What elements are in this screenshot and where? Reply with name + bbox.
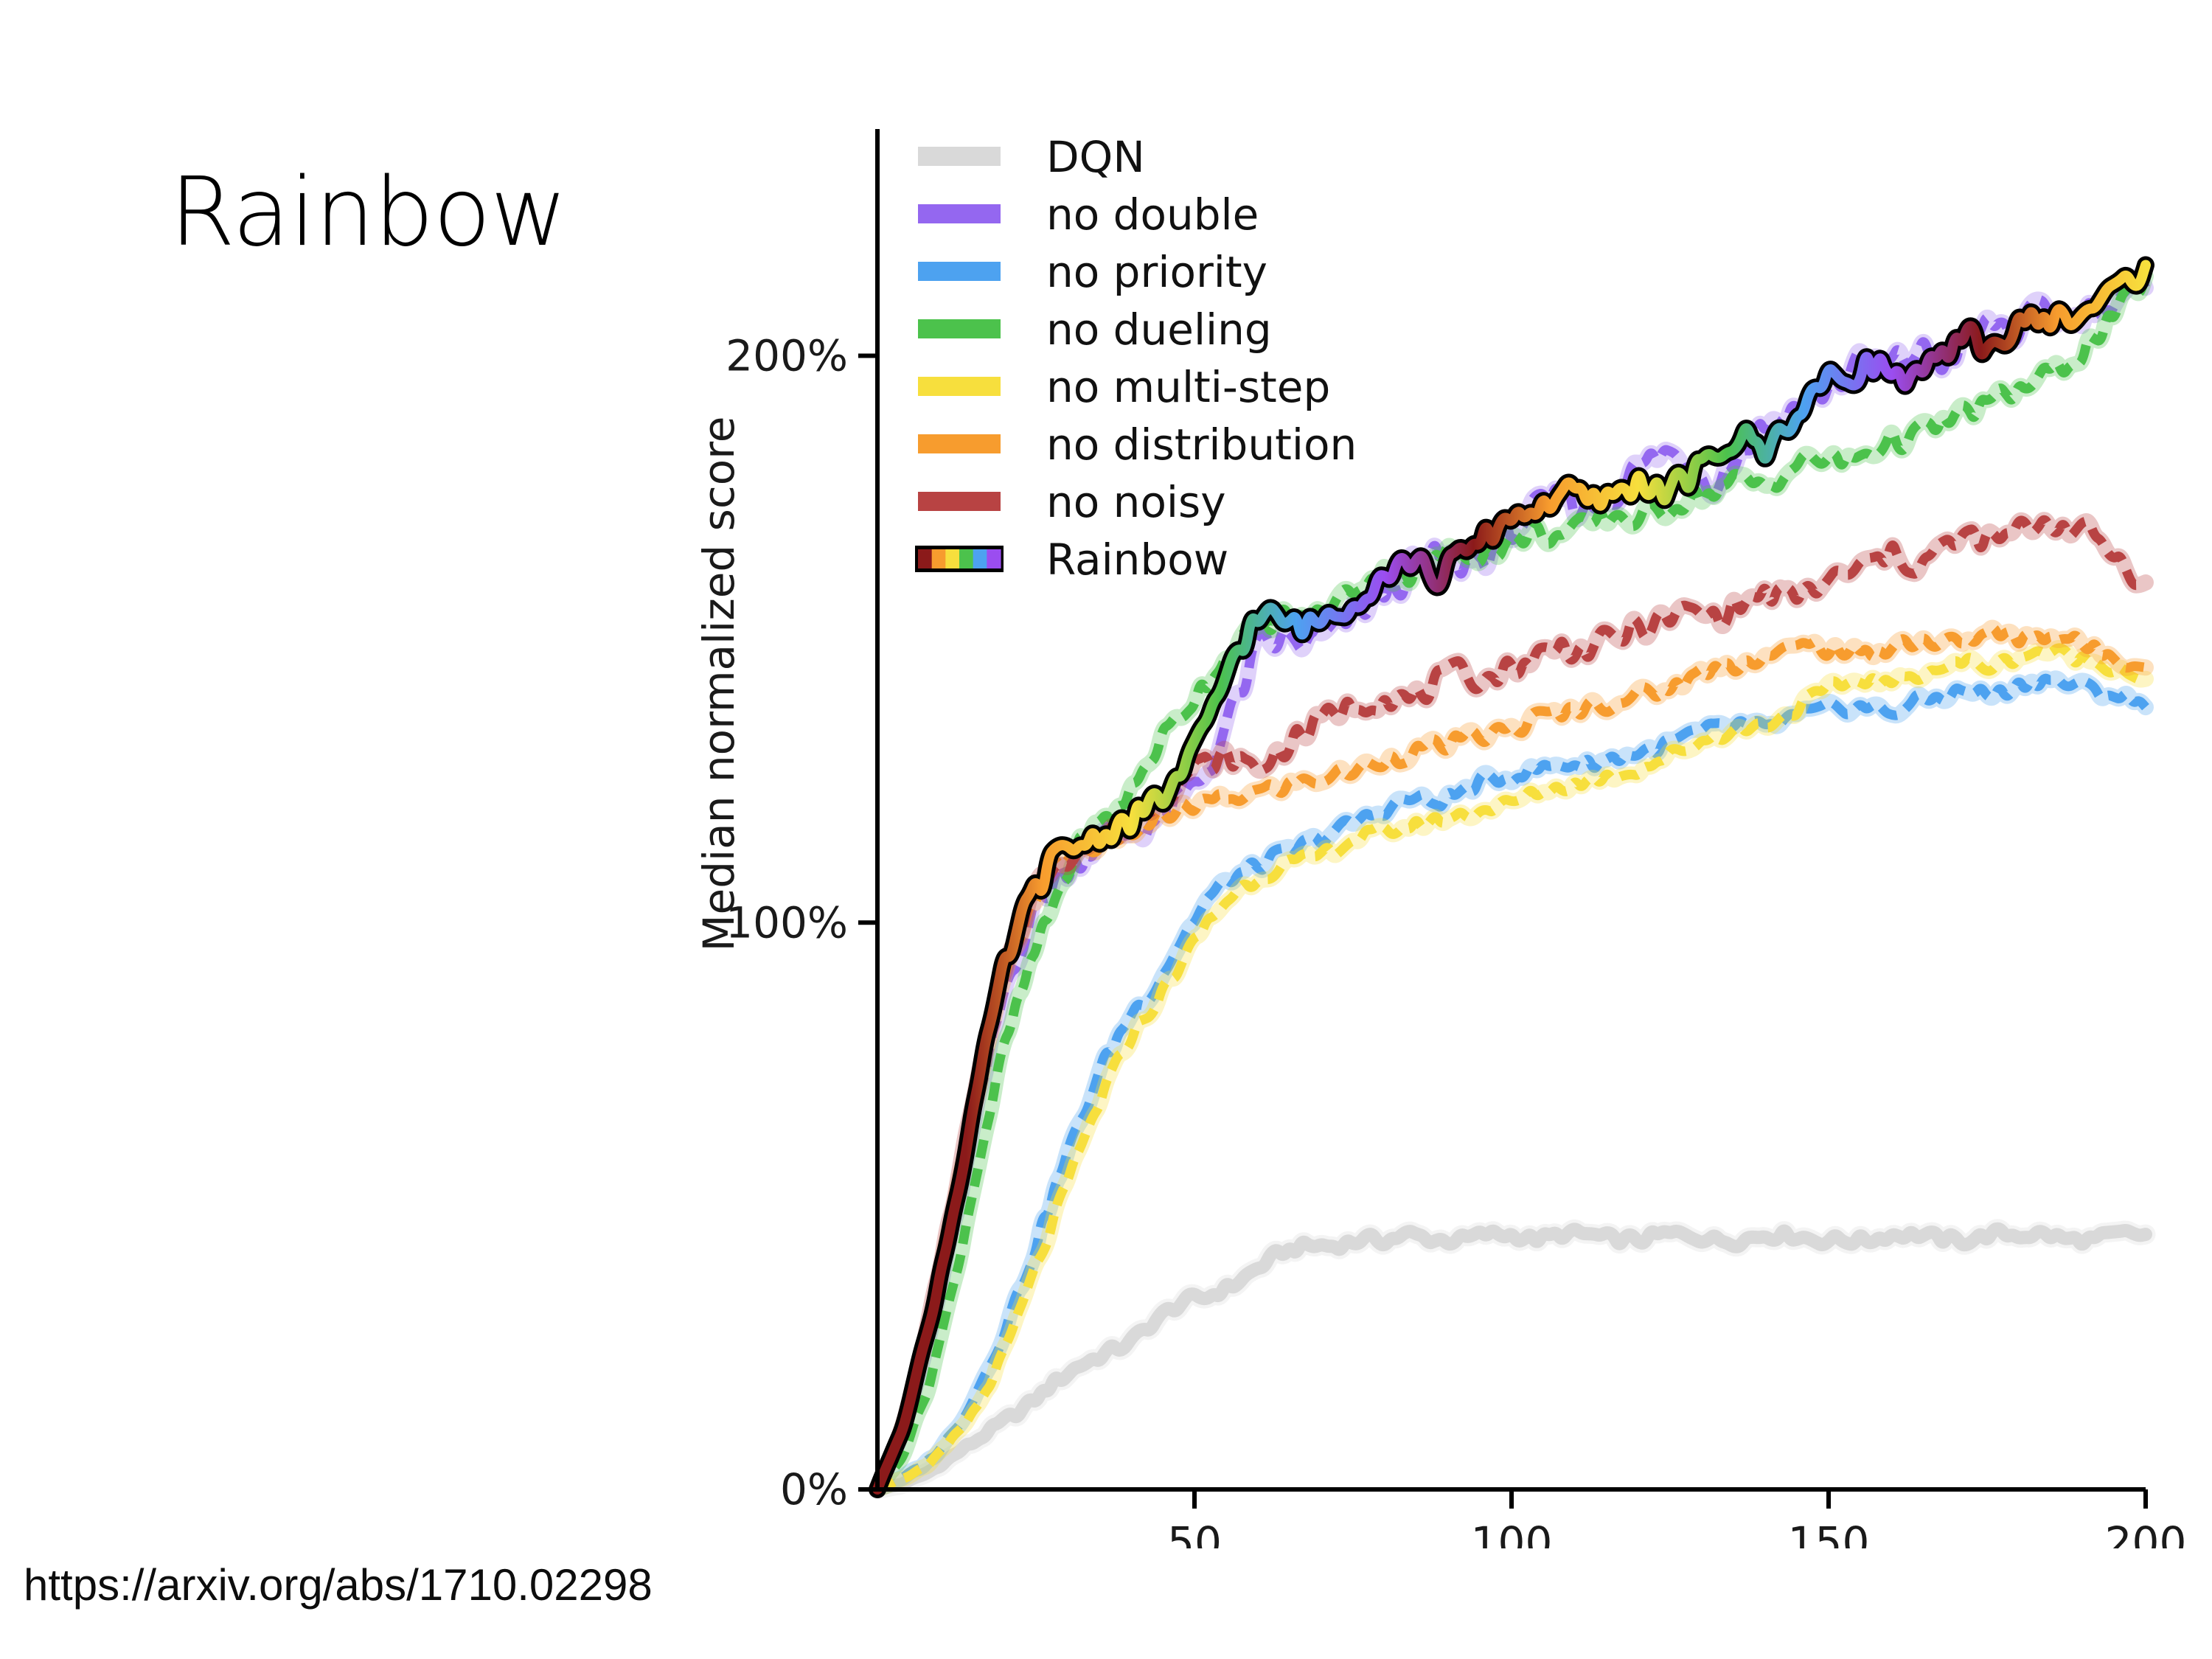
legend-label: no noisy (1046, 477, 1226, 527)
legend-label: DQN (1046, 132, 1145, 182)
legend-item-no-dueling[interactable]: no dueling (918, 305, 1272, 355)
legend-swatch-rainbow-segment (973, 549, 987, 568)
legend-swatch-rainbow-segment (945, 549, 960, 568)
chart-labels: 0%100%200%50100150200Millions of framesM… (694, 331, 2186, 1549)
y-axis-title: Median normalized score (694, 417, 744, 952)
series-line-no-distribution (872, 623, 2148, 1492)
legend-swatch-rainbow-segment (987, 549, 1001, 568)
legend-item-no-noisy[interactable]: no noisy (918, 477, 1226, 527)
y-tick-label: 0% (780, 1464, 848, 1514)
legend-item-DQN[interactable]: DQN (918, 132, 1145, 182)
source-url-text: https://arxiv.org/abs/1710.02298 (24, 1560, 653, 1610)
legend-item-no-double[interactable]: no double (918, 189, 1259, 240)
series-line-rainbow (872, 260, 2151, 1495)
series-halo-no-distribution (869, 619, 2154, 1498)
legend-swatch-rainbow-segment (931, 549, 946, 568)
y-tick-label: 200% (726, 331, 848, 381)
legend-item-no-priority[interactable]: no priority (918, 247, 1267, 297)
legend-item-Rainbow[interactable]: Rainbow (915, 535, 1228, 585)
series-halo-DQN (867, 1219, 2156, 1500)
series-line-no-priority (875, 673, 2149, 1494)
legend-swatch-rainbow-segment (959, 549, 974, 568)
legend-item-no-distribution[interactable]: no distribution (918, 420, 1357, 470)
chart-series-layer (867, 256, 2156, 1500)
legend-swatch (918, 262, 1001, 281)
y-tick-label: 100% (726, 897, 848, 947)
legend-item-no-multi-step[interactable]: no multi-step (918, 362, 1330, 412)
legend-label: Rainbow (1046, 535, 1228, 585)
legend-label: no dueling (1046, 305, 1272, 355)
legend-swatch (918, 319, 1001, 338)
legend-label: no multi-step (1046, 362, 1330, 412)
legend-swatch (918, 204, 1001, 223)
series-line-DQN (871, 1222, 2152, 1496)
x-tick-label: 50 (1167, 1517, 1222, 1548)
legend-swatch (918, 147, 1001, 166)
series-line-no-multi-step (875, 643, 2148, 1494)
legend-label: no priority (1046, 247, 1267, 297)
x-tick-label: 200 (2105, 1517, 2187, 1548)
legend-swatch (918, 377, 1001, 396)
legend-swatch (918, 434, 1001, 453)
chart-legend: DQN no double no priority no dueling no mult… (915, 132, 1357, 585)
legend-label: no double (1046, 189, 1259, 240)
legend-label: no distribution (1046, 420, 1357, 470)
page-title: Rainbow (170, 158, 567, 268)
chart-svg: 0%100%200%50100150200Millions of framesM… (694, 129, 2186, 1549)
legend-swatch-rainbow-segment (918, 549, 933, 568)
x-tick-label: 100 (1471, 1517, 1553, 1548)
rainbow-performance-chart: 0%100%200%50100150200Millions of framesM… (664, 88, 2197, 1548)
chart-axes (858, 129, 2148, 1509)
x-tick-label: 150 (1788, 1517, 1870, 1548)
series-line-no-noisy (873, 515, 2148, 1492)
series-line-no-dueling (873, 274, 2151, 1492)
legend-swatch (918, 492, 1001, 511)
